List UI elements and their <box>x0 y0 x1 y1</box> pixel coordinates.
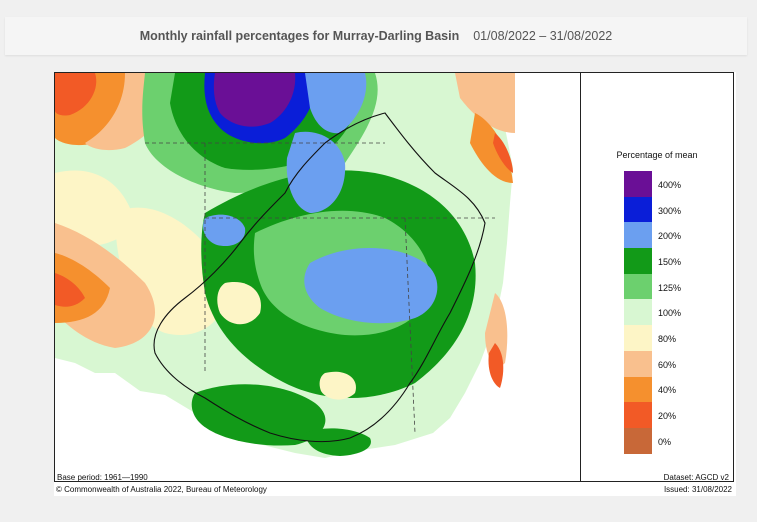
legend-panel: Percentage of mean 400% 300% 200% 150% 125% 1… <box>581 72 734 482</box>
legend-label: 80% <box>658 334 677 345</box>
legend-swatch <box>624 299 652 326</box>
date-range: 01/08/2022 – 31/08/2022 <box>473 29 613 43</box>
map-panel: Base period: 1961—1990 Percentage of mea… <box>54 72 736 496</box>
legend-title: Percentage of mean <box>616 150 698 160</box>
basin-boundary <box>153 112 486 443</box>
legend-label: 300% <box>658 205 682 216</box>
issued-date: Issued: 31/08/2022 <box>663 485 732 494</box>
legend-label: 200% <box>658 231 682 242</box>
legend-swatch <box>624 376 652 403</box>
legend-swatch <box>624 402 652 428</box>
dataset-label: Dataset: AGCD v2 <box>663 473 729 482</box>
legend-swatches <box>624 171 652 454</box>
base-period: Base period: 1961—1990 <box>57 473 148 482</box>
legend-swatch <box>624 196 652 223</box>
legend-swatch <box>624 427 652 454</box>
legend-label: 60% <box>658 359 677 370</box>
rainfall-map-svg <box>55 73 580 481</box>
legend-swatch <box>624 350 652 377</box>
legend-label: 125% <box>658 282 682 293</box>
legend-swatch <box>624 171 652 197</box>
title-bar: Monthly rainfall percentages for Murray-… <box>5 17 747 55</box>
legend-label: 150% <box>658 256 682 267</box>
copyright: © Commonwealth of Australia 2022, Bureau… <box>56 485 267 494</box>
legend-label: 400% <box>658 179 682 190</box>
rainfall-map[interactable]: Base period: 1961—1990 <box>54 72 581 482</box>
legend-swatch <box>624 248 652 274</box>
legend-label: 40% <box>658 385 677 396</box>
map-title: Monthly rainfall percentages for Murray-… <box>139 29 460 43</box>
legend-label: 20% <box>658 411 677 422</box>
legend-label: 100% <box>658 308 682 319</box>
legend-swatch <box>624 222 652 249</box>
legend-swatch <box>624 273 652 300</box>
legend-label: 0% <box>658 436 672 447</box>
legend-swatch <box>624 325 652 351</box>
